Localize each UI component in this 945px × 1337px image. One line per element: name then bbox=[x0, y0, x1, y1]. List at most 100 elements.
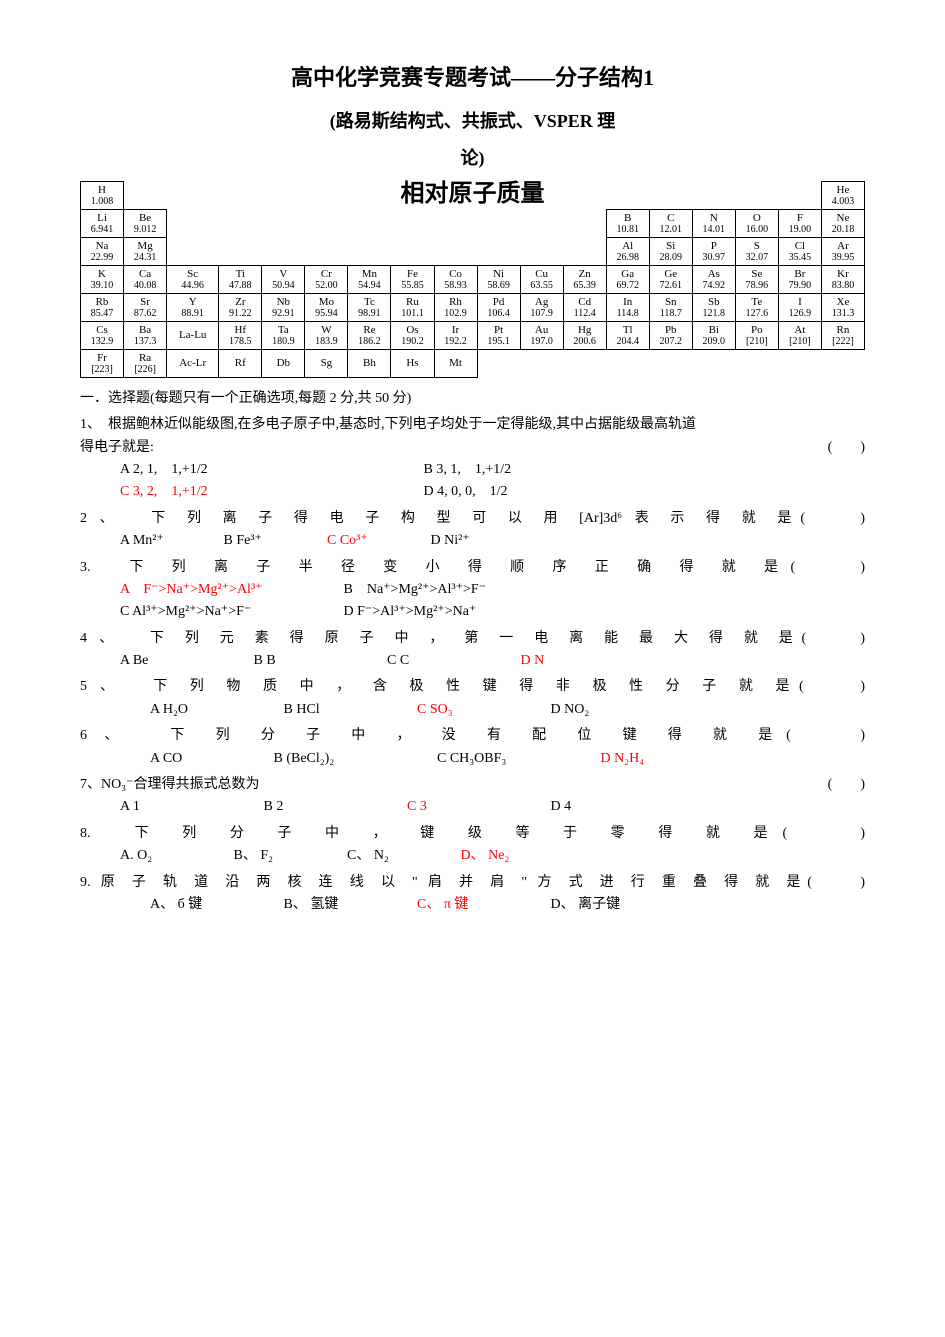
section-heading: 一．选择题(每题只有一个正确选项,每题 2 分,共 50 分) bbox=[80, 388, 865, 410]
q5-opt-c: C SO₃ bbox=[417, 699, 547, 721]
q5-opt-d: D NO₂ bbox=[551, 702, 590, 717]
q1-opt-c: C 3, 2, 1,+1/2 bbox=[120, 481, 420, 503]
q8-opt-b: B、 F₂ bbox=[234, 845, 344, 867]
element-cell: Rf bbox=[219, 349, 262, 377]
element-cell: Zr91.22 bbox=[219, 293, 262, 321]
subtitle-line1: (路易斯结构式、共振式、VSPER 理 bbox=[80, 107, 865, 136]
element-cell: Ti47.88 bbox=[219, 265, 262, 293]
element-cell: V50.94 bbox=[262, 265, 305, 293]
element-cell: Hf178.5 bbox=[219, 321, 262, 349]
element-cell: Na22.99 bbox=[81, 237, 124, 265]
element-cell: Ac-Lr bbox=[167, 349, 219, 377]
element-cell: Xe131.3 bbox=[821, 293, 864, 321]
element-cell: Ir192.2 bbox=[434, 321, 477, 349]
q6-opt-c: C CH₃OBF₃ bbox=[437, 748, 597, 770]
element-cell: Ag107.9 bbox=[520, 293, 563, 321]
element-cell: Re186.2 bbox=[348, 321, 391, 349]
element-cell: Sg bbox=[305, 349, 348, 377]
q1-opt-b: B 3, 1, 1,+1/2 bbox=[424, 462, 512, 477]
element-cell: Ga69.72 bbox=[606, 265, 649, 293]
question-9: 9. 原 子 轨 道 沿 两 核 连 线 以 " 肩 并 肩 " 方 式 进 行… bbox=[80, 872, 865, 917]
element-cell: Cs132.9 bbox=[81, 321, 124, 349]
q7-opt-a: A 1 bbox=[120, 796, 260, 818]
element-cell: Zn65.39 bbox=[563, 265, 606, 293]
q8-stem: 8. 下 列 分 子 中 ， 键 级 等 于 零 得 就 是( ) bbox=[80, 823, 865, 845]
q7-stem: 7、NO₃⁻合理得共振式总数为( ) bbox=[80, 774, 865, 796]
element-cell: Pd106.4 bbox=[477, 293, 520, 321]
element-cell: Fe55.85 bbox=[391, 265, 434, 293]
element-cell: Li6.941 bbox=[81, 209, 124, 237]
q9-opt-b: B、 氢键 bbox=[284, 894, 414, 916]
element-cell: K39.10 bbox=[81, 265, 124, 293]
element-cell: Bi209.0 bbox=[692, 321, 735, 349]
question-6: 6 、 下 列 分 子 中 ， 没 有 配 位 键 得 就 是( ) A CO … bbox=[80, 725, 865, 770]
element-cell: Mg24.31 bbox=[124, 237, 167, 265]
q9-opt-c: C、 π 键 bbox=[417, 894, 547, 916]
q7-opt-d: D 4 bbox=[551, 799, 572, 814]
element-cell: As74.92 bbox=[692, 265, 735, 293]
element-cell: B10.81 bbox=[606, 209, 649, 237]
question-7: 7、NO₃⁻合理得共振式总数为( ) A 1 B 2 C 3 D 4 bbox=[80, 774, 865, 819]
q8-opt-a: A. O₂ bbox=[120, 845, 230, 867]
q3-opt-d: D F⁻>Al³⁺>Mg²⁺>Na⁺ bbox=[344, 604, 477, 619]
element-cell: Ne20.18 bbox=[821, 209, 864, 237]
question-3: 3. 下 列 离 子 半 径 变 小 得 顺 序 正 确 得 就 是( ) A … bbox=[80, 557, 865, 624]
q6-stem: 6 、 下 列 分 子 中 ， 没 有 配 位 键 得 就 是( ) bbox=[80, 725, 865, 747]
element-cell: I126.9 bbox=[778, 293, 821, 321]
element-cell: Ba137.3 bbox=[124, 321, 167, 349]
element-cell: Ru101.1 bbox=[391, 293, 434, 321]
q5-opt-b: B HCl bbox=[284, 699, 414, 721]
q7-opt-c: C 3 bbox=[407, 796, 547, 818]
element-cell: Db bbox=[262, 349, 305, 377]
element-cell: Tc98.91 bbox=[348, 293, 391, 321]
question-2: 2 、 下 列 离 子 得 电 子 构 型 可 以 用 [Ar]3d⁶ 表 示 … bbox=[80, 508, 865, 553]
q1-opt-d: D 4, 0, 0, 1/2 bbox=[424, 484, 508, 499]
element-cell: Cl35.45 bbox=[778, 237, 821, 265]
q8-opt-d: D、 Ne₂ bbox=[461, 848, 510, 863]
atomic-mass-heading: 相对原子质量 bbox=[80, 175, 865, 213]
element-cell: Ca40.08 bbox=[124, 265, 167, 293]
q1-opt-a: A 2, 1, 1,+1/2 bbox=[120, 459, 420, 481]
question-4: 4 、 下 列 元 素 得 原 子 中 ， 第 一 电 离 能 最 大 得 就 … bbox=[80, 628, 865, 673]
element-cell: Os190.2 bbox=[391, 321, 434, 349]
q4-opt-d: D N bbox=[521, 653, 545, 668]
element-cell: Cd112.4 bbox=[563, 293, 606, 321]
question-8: 8. 下 列 分 子 中 ， 键 级 等 于 零 得 就 是( ) A. O₂ … bbox=[80, 823, 865, 868]
subtitle-line2: 论) bbox=[80, 144, 865, 173]
element-cell: Rb85.47 bbox=[81, 293, 124, 321]
element-cell: Sb121.8 bbox=[692, 293, 735, 321]
element-cell: Si28.09 bbox=[649, 237, 692, 265]
element-cell: W183.9 bbox=[305, 321, 348, 349]
q6-opt-b: B (BeCl₂)₂ bbox=[274, 748, 434, 770]
q4-opt-b: B B bbox=[254, 650, 384, 672]
q4-stem: 4 、 下 列 元 素 得 原 子 中 ， 第 一 电 离 能 最 大 得 就 … bbox=[80, 628, 865, 650]
element-cell: Mn54.94 bbox=[348, 265, 391, 293]
element-cell: Mo95.94 bbox=[305, 293, 348, 321]
element-cell: Ta180.9 bbox=[262, 321, 305, 349]
element-cell: P30.97 bbox=[692, 237, 735, 265]
element-cell: Ni58.69 bbox=[477, 265, 520, 293]
element-cell: Sn118.7 bbox=[649, 293, 692, 321]
q6-opt-d: D N₂H₄ bbox=[601, 751, 645, 766]
q4-opt-a: A Be bbox=[120, 650, 250, 672]
element-cell: Br79.90 bbox=[778, 265, 821, 293]
element-cell: S32.07 bbox=[735, 237, 778, 265]
element-cell: In114.8 bbox=[606, 293, 649, 321]
element-cell: Nb92.91 bbox=[262, 293, 305, 321]
element-cell: Hs bbox=[391, 349, 434, 377]
question-5: 5 、 下 列 物 质 中 ， 含 极 性 键 得 非 极 性 分 子 就 是(… bbox=[80, 676, 865, 721]
element-cell: Tl204.4 bbox=[606, 321, 649, 349]
q1-stem-line1: 1、 根据鲍林近似能级图,在多电子原子中,基态时,下列电子均处于一定得能级,其中… bbox=[80, 414, 865, 436]
element-cell: Cu63.55 bbox=[520, 265, 563, 293]
element-cell: F19.00 bbox=[778, 209, 821, 237]
q5-stem: 5 、 下 列 物 质 中 ， 含 极 性 键 得 非 极 性 分 子 就 是(… bbox=[80, 676, 865, 698]
q3-opt-b: B Na⁺>Mg²⁺>Al³⁺>F⁻ bbox=[344, 582, 487, 597]
element-cell: Al26.98 bbox=[606, 237, 649, 265]
element-cell: Co58.93 bbox=[434, 265, 477, 293]
element-cell: Bh bbox=[348, 349, 391, 377]
element-cell: At[210] bbox=[778, 321, 821, 349]
q6-opt-a: A CO bbox=[150, 748, 270, 770]
element-cell: Ar39.95 bbox=[821, 237, 864, 265]
element-cell: Te127.6 bbox=[735, 293, 778, 321]
element-cell: Au197.0 bbox=[520, 321, 563, 349]
